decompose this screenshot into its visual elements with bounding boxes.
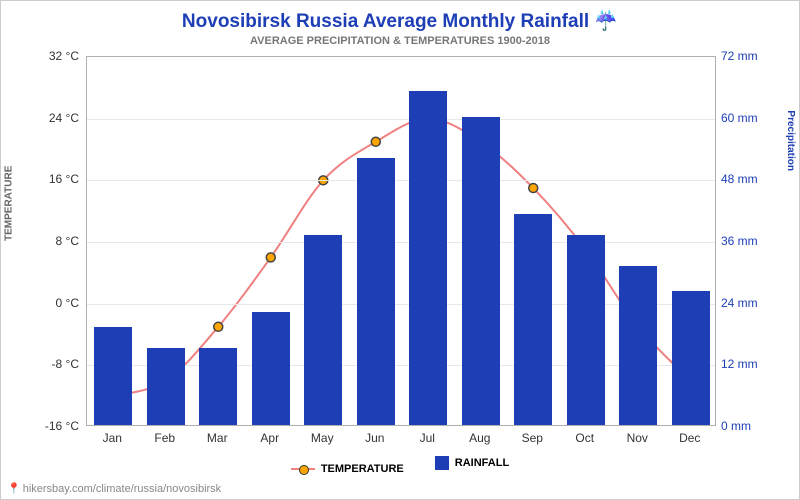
legend-rainfall-label: RAINFALL: [455, 457, 509, 469]
ytick-left: 32 °C: [19, 49, 79, 63]
ytick-left: 0 °C: [19, 296, 79, 310]
rainfall-bar: [147, 348, 185, 425]
attribution: 📍hikersbay.com/climate/russia/novosibirs…: [7, 482, 221, 495]
ytick-right: 24 mm: [721, 296, 781, 310]
xtick: Jun: [365, 431, 384, 445]
chart-container: Novosibirsk Russia Average Monthly Rainf…: [0, 0, 800, 500]
rainfall-bar: [672, 291, 710, 425]
ytick-right: 60 mm: [721, 111, 781, 125]
plot-area: [86, 56, 716, 426]
gridline: [87, 119, 715, 120]
chart-subtitle: AVERAGE PRECIPITATION & TEMPERATURES 190…: [1, 33, 799, 47]
ytick-left: 24 °C: [19, 111, 79, 125]
legend: TEMPERATURE RAINFALL: [1, 456, 799, 475]
ytick-right: 12 mm: [721, 357, 781, 371]
xtick: Aug: [469, 431, 490, 445]
temperature-marker: [371, 137, 380, 146]
xtick: Apr: [260, 431, 279, 445]
pin-icon: 📍: [7, 482, 21, 495]
y-axis-left-label: TEMPERATURE: [4, 166, 15, 241]
gridline: [87, 242, 715, 243]
ytick-right: 72 mm: [721, 49, 781, 63]
ytick-left: -8 °C: [19, 357, 79, 371]
rainfall-bar: [252, 312, 290, 425]
attribution-text: hikersbay.com/climate/russia/novosibirsk: [23, 483, 221, 495]
ytick-right: 48 mm: [721, 172, 781, 186]
xtick: Jan: [103, 431, 122, 445]
legend-bar-icon: [435, 456, 449, 470]
xtick: Feb: [154, 431, 175, 445]
legend-item-temperature: TEMPERATURE: [291, 463, 404, 475]
legend-line-icon: [291, 468, 315, 470]
rainfall-bar: [567, 235, 605, 425]
temperature-marker: [266, 253, 275, 262]
legend-temperature-label: TEMPERATURE: [321, 463, 404, 475]
xtick: May: [311, 431, 334, 445]
rainfall-bar: [304, 235, 342, 425]
rainfall-bar: [619, 266, 657, 425]
xtick: Sep: [522, 431, 543, 445]
rainfall-bar: [357, 158, 395, 425]
gridline: [87, 180, 715, 181]
xtick: Mar: [207, 431, 228, 445]
rainfall-bar: [94, 327, 132, 425]
ytick-left: 8 °C: [19, 234, 79, 248]
ytick-left: -16 °C: [19, 419, 79, 433]
temperature-marker: [214, 322, 223, 331]
xtick: Dec: [679, 431, 700, 445]
legend-item-rainfall: RAINFALL: [435, 456, 509, 470]
chart-title: Novosibirsk Russia Average Monthly Rainf…: [1, 1, 799, 33]
xtick: Oct: [575, 431, 594, 445]
rainfall-bar: [199, 348, 237, 425]
y-axis-right-label: Precipitation: [786, 110, 797, 171]
xtick: Jul: [420, 431, 435, 445]
ytick-right: 0 mm: [721, 419, 781, 433]
temperature-marker: [529, 184, 538, 193]
xtick: Nov: [627, 431, 648, 445]
rainfall-bar: [462, 117, 500, 425]
rainfall-bar: [409, 91, 447, 425]
rainfall-bar: [514, 214, 552, 425]
ytick-right: 36 mm: [721, 234, 781, 248]
ytick-left: 16 °C: [19, 172, 79, 186]
